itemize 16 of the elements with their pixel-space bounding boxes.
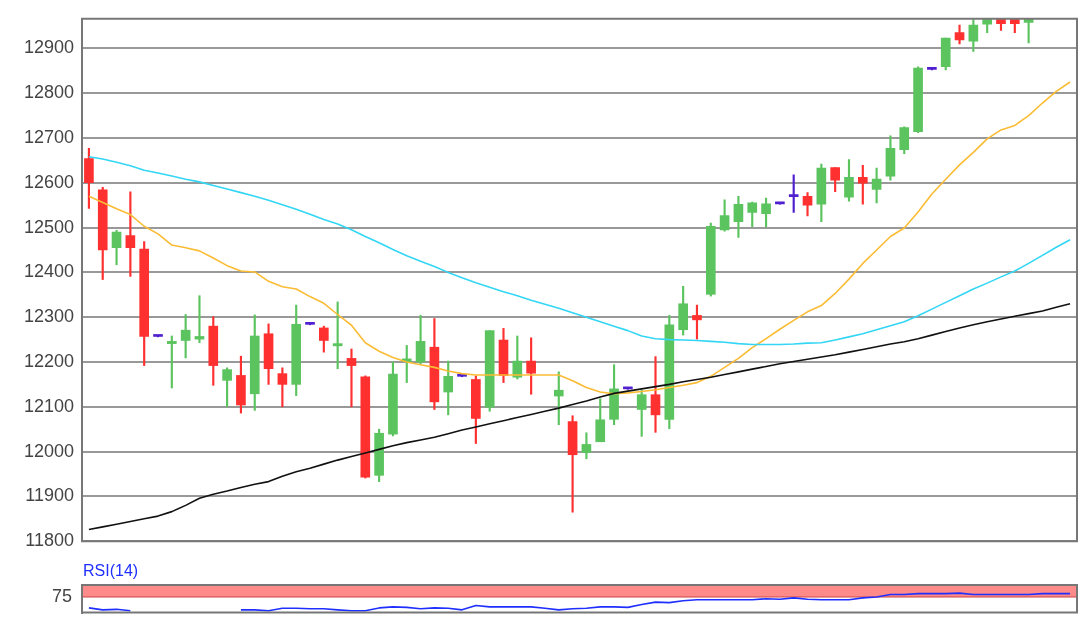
y-tick-label: 12200	[23, 350, 74, 371]
y-tick-label: 12600	[23, 171, 74, 192]
y-tick-label: 12700	[23, 126, 74, 147]
candlestick	[650, 356, 661, 433]
y-tick-label: 12300	[23, 306, 74, 327]
y-tick-label: 12500	[23, 216, 74, 237]
y-tick-label: 12400	[23, 261, 74, 282]
y-tick-label: 12100	[23, 395, 74, 416]
y-tick-label: 12800	[23, 82, 74, 103]
chart-title: RSI(14)	[83, 562, 139, 580]
candlestick	[346, 348, 357, 408]
y-tick-label: 11800	[25, 530, 74, 551]
y-tick-label: 11900	[25, 485, 74, 506]
y-tick-label: 12900	[23, 37, 74, 58]
band-label: 75	[51, 585, 72, 606]
y-tick-label: 12000	[23, 440, 74, 461]
